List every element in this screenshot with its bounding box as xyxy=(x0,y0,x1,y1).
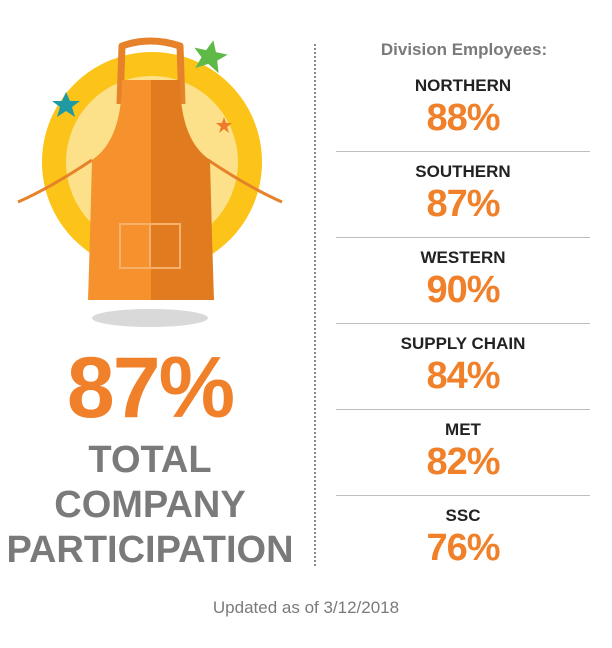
division-name: SOUTHERN xyxy=(415,162,511,181)
total-label-line: TOTAL xyxy=(88,439,212,481)
total-participation-percent: 87% xyxy=(66,340,235,436)
division-list: NORTHERN 88% SOUTHERN 87% WESTERN 90% SU… xyxy=(336,66,590,581)
division-percent: 84% xyxy=(426,355,500,397)
division-name: SSC xyxy=(445,506,481,525)
apron-illustration xyxy=(17,37,283,327)
green-star-icon xyxy=(194,40,228,74)
division-item-met: MET 82% xyxy=(336,410,590,496)
division-name: NORTHERN xyxy=(414,76,512,95)
apron-icon xyxy=(17,37,283,300)
division-item-western: WESTERN 90% xyxy=(336,238,590,324)
division-name: WESTERN xyxy=(420,248,506,267)
division-heading: Division Employees: xyxy=(380,40,548,59)
division-item-northern: NORTHERN 88% xyxy=(336,66,590,152)
total-label-line: PARTICIPATION xyxy=(6,529,294,571)
dotted-divider xyxy=(314,44,316,566)
teal-star-icon xyxy=(52,92,80,117)
division-item-ssc: SSC 76% xyxy=(336,496,590,581)
division-percent: 76% xyxy=(426,527,500,569)
division-name: MET xyxy=(445,420,481,439)
apron-shadow xyxy=(92,309,208,327)
division-item-southern: SOUTHERN 87% xyxy=(336,152,590,238)
division-percent: 90% xyxy=(426,269,500,311)
division-percent: 82% xyxy=(426,441,500,483)
total-participation-label: TOTAL COMPANY PARTICIPATION xyxy=(0,438,300,573)
orange-star-icon xyxy=(216,117,232,133)
division-percent: 87% xyxy=(426,183,500,225)
total-label-line: COMPANY xyxy=(54,484,246,526)
division-name: SUPPLY CHAIN xyxy=(400,334,526,353)
division-item-supply-chain: SUPPLY CHAIN 84% xyxy=(336,324,590,410)
division-percent: 88% xyxy=(426,97,500,139)
updated-date-note: Updated as of 3/12/2018 xyxy=(212,598,400,617)
